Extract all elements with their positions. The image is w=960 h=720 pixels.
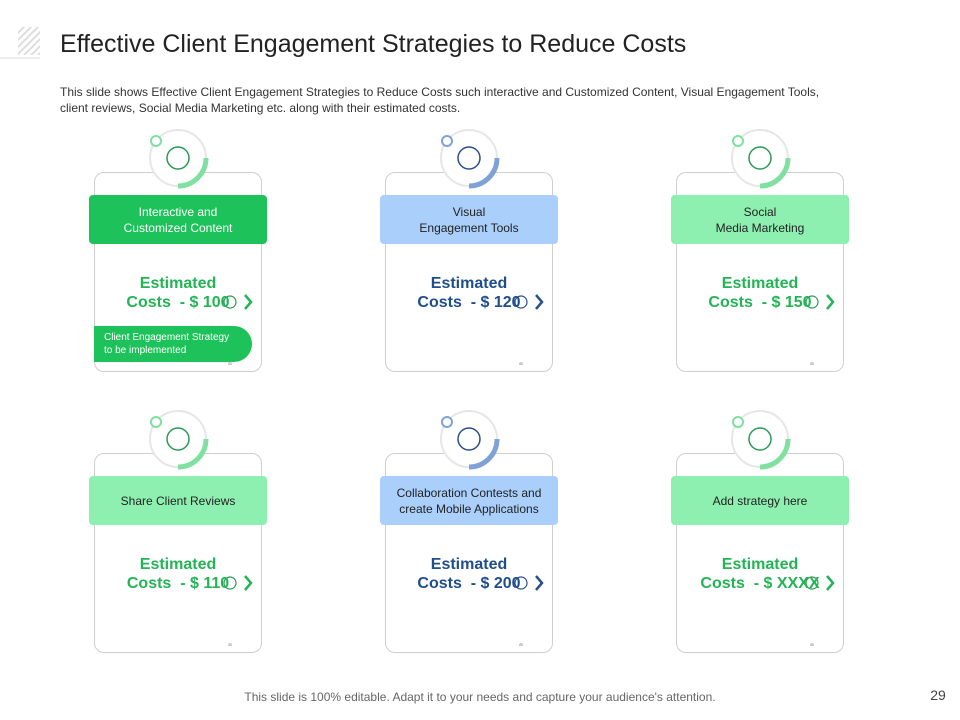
card-label-line: Social [743, 204, 777, 219]
arrow-chevron [244, 294, 253, 310]
cost: Estimated Costs - $ XXXX [676, 555, 844, 593]
icon-ring [732, 135, 744, 147]
card-tag-line: Client Engagement Strategy [104, 332, 230, 343]
card-decoration [149, 410, 253, 646]
card-label: Collaboration Contests and create Mobile … [380, 476, 558, 525]
card-tag-line: to be implemented [104, 345, 187, 356]
cost-value: Costs - $ 110 [126, 575, 230, 592]
card-decoration [440, 410, 544, 646]
arrow-circle [514, 576, 528, 590]
icon-arc [177, 157, 209, 189]
card-label: Interactive and Customized Content [89, 195, 267, 244]
icon-glyph [748, 146, 772, 170]
bottom-dot [228, 643, 232, 646]
card-label-line: Engagement Tools [419, 220, 519, 235]
arrow-chevron [535, 294, 544, 310]
cost-value: Costs - $ 120 [417, 294, 521, 311]
arrow-circle [805, 295, 819, 309]
cost-heading: Estimated [430, 556, 508, 573]
card-label-line: Add strategy here [712, 493, 808, 508]
cost-heading: Estimated [721, 275, 799, 292]
icon-arc [759, 438, 791, 470]
arrow-circle [514, 295, 528, 309]
card-decoration [731, 410, 835, 646]
icon-arc [759, 157, 791, 189]
icon-ring [732, 416, 744, 428]
icon-ring [150, 416, 162, 428]
icon-glyph [748, 427, 772, 451]
card-label: Visual Engagement Tools [380, 195, 558, 244]
cost-value: Costs - $ XXXX [700, 575, 820, 592]
icon-arc [468, 157, 500, 189]
cost-heading: Estimated [139, 275, 217, 292]
bottom-dot [519, 643, 523, 646]
cost-value: Costs - $ 150 [708, 294, 812, 311]
cost-heading: Estimated [139, 556, 217, 573]
description-line: This slide shows Effective Client Engage… [60, 85, 820, 99]
arrow-circle [805, 576, 819, 590]
card-decoration [731, 129, 835, 365]
title: Effective Client Engagement Strategies t… [60, 30, 687, 58]
card-label: Share Client Reviews [89, 476, 267, 525]
cost-value: Costs - $ 100 [126, 294, 230, 311]
card-label-line: Customized Content [123, 220, 233, 235]
page-number: 29 [930, 687, 946, 703]
icon-glyph [166, 146, 190, 170]
arrow-chevron [826, 575, 835, 591]
card-label-line: Share Client Reviews [120, 493, 236, 508]
icon-glyph [457, 427, 481, 451]
arrow-chevron [826, 294, 835, 310]
cost-heading: Estimated [721, 556, 799, 573]
arrow-chevron [535, 575, 544, 591]
icon-ring [441, 416, 453, 428]
arrow-chevron [244, 575, 253, 591]
icon-arc [177, 438, 209, 470]
bottom-dot [228, 362, 232, 365]
card-label: Add strategy here [671, 476, 849, 525]
cost: Estimated Costs - $ 120 [385, 274, 553, 312]
cost-value: Costs - $ 200 [417, 575, 521, 592]
bottom-dot [519, 362, 523, 365]
card-label: Social Media Marketing [671, 195, 849, 244]
arrow-circle [223, 295, 237, 309]
arrow-circle [223, 576, 237, 590]
card-label-line: Media Marketing [715, 220, 805, 235]
bottom-dot [810, 643, 814, 646]
icon-arc [468, 438, 500, 470]
corner-decoration [0, 27, 40, 59]
card-label-line: Visual [452, 204, 486, 219]
icon-glyph [166, 427, 190, 451]
card-label-line: Collaboration Contests and [396, 485, 542, 500]
bottom-dot [810, 362, 814, 365]
cost: Estimated Costs - $ 110 [94, 555, 262, 593]
cost-heading: Estimated [430, 275, 508, 292]
icon-glyph [457, 146, 481, 170]
card-tag: Client Engagement Strategy to be implemen… [94, 326, 252, 362]
footer: This slide is 100% editable. Adapt it to… [244, 690, 716, 704]
cost: Estimated Costs - $ 100 [94, 274, 262, 312]
description: This slide shows Effective Client Engage… [60, 84, 819, 116]
icon-ring [150, 135, 162, 147]
cost: Estimated Costs - $ 150 [676, 274, 844, 312]
card-label-line: Interactive and [138, 204, 218, 219]
card-decoration [149, 129, 253, 365]
card-decoration [440, 129, 544, 365]
icon-ring [441, 135, 453, 147]
cost: Estimated Costs - $ 200 [385, 555, 553, 593]
card-label-line: create Mobile Applications [399, 501, 539, 516]
description-line: client reviews, Social Media Marketing e… [60, 101, 461, 115]
